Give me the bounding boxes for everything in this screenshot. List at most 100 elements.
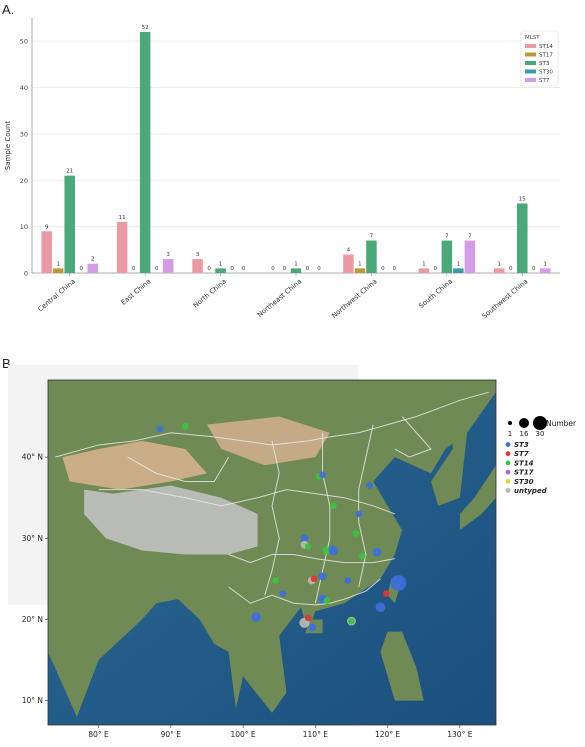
- bar-value-label: 0: [155, 266, 159, 272]
- size-legend-value: 1: [508, 430, 512, 438]
- y-tick-label: 0: [24, 270, 28, 278]
- border-line: [394, 416, 432, 458]
- bar-value-label: 1: [422, 261, 426, 267]
- map-point-st3: [279, 590, 287, 597]
- map-point-st14: [348, 617, 355, 625]
- map-point-st14: [359, 552, 366, 560]
- bar-value-label: 0: [393, 266, 397, 272]
- map-point-st14: [352, 530, 360, 537]
- bar-st7: [464, 240, 476, 273]
- x-tick-label: 100° E: [230, 730, 255, 739]
- size-legend-value: 16: [520, 430, 529, 438]
- bar-value-label: 9: [45, 224, 49, 230]
- type-legend-dot: [505, 469, 511, 475]
- map-frame: [47, 379, 497, 726]
- type-legend-label: ST7: [514, 450, 529, 458]
- type-legend-label: ST30: [514, 478, 534, 486]
- map-point-st14: [304, 543, 312, 550]
- bar-value-label: 1: [544, 261, 548, 267]
- map-point-st3: [390, 575, 407, 591]
- size-legend-title: Number: [546, 419, 577, 428]
- legend-label: ST30: [539, 70, 553, 76]
- map-point-st3: [355, 510, 363, 518]
- border-line: [228, 554, 395, 564]
- map-point-st14: [330, 502, 337, 510]
- x-tick-label: 90° E: [161, 730, 182, 739]
- bar-value-label: 0: [271, 266, 275, 272]
- y-tick-label: 40: [20, 84, 28, 92]
- map-point-st7: [382, 590, 390, 597]
- map-chart: 80° E 90° E 100° E 110° E 120° E 130° E 10° N 2…: [8, 365, 577, 739]
- bar-st14: [494, 268, 505, 273]
- size-legend-circle: [508, 421, 512, 425]
- bar-st17: [354, 268, 366, 273]
- bar-value-label: 0: [532, 266, 536, 272]
- map-point-st7: [304, 614, 312, 622]
- border-line: [55, 391, 489, 458]
- border-line: [264, 440, 280, 596]
- type-legend-dot: [505, 451, 511, 457]
- map-desert: [206, 416, 330, 466]
- bar-st3: [64, 175, 75, 273]
- bar-value-label: 11: [119, 215, 126, 221]
- bar-st14: [418, 268, 430, 273]
- plot-area: [32, 18, 560, 273]
- map-point-st14: [323, 597, 331, 605]
- bar-value-label: 1: [294, 261, 298, 267]
- bar-st30: [453, 268, 464, 273]
- bar-st14: [41, 231, 52, 273]
- legend-label: ST3: [539, 61, 550, 67]
- map-point-st3: [318, 572, 327, 581]
- bar-value-label: 0: [283, 266, 287, 272]
- bar-value-label: 7: [468, 234, 472, 240]
- bar-st3: [366, 240, 377, 273]
- bar-value-label: 1: [219, 261, 223, 267]
- map-point-st14: [322, 546, 331, 555]
- bar-st3: [441, 240, 453, 273]
- bar-value-label: 0: [242, 266, 246, 272]
- bar-value-label: 0: [230, 266, 234, 272]
- y-tick-label: 10: [20, 223, 28, 231]
- map-point-st3: [344, 577, 352, 584]
- type-legend-dot: [505, 460, 511, 466]
- bar-st3: [517, 203, 528, 273]
- bar-value-label: 3: [166, 252, 170, 258]
- bar-value-label: 3: [196, 252, 200, 258]
- bar-st3: [215, 268, 226, 273]
- map-land-korea: [430, 432, 468, 506]
- legend-label: ST17: [539, 53, 553, 59]
- bar-value-label: 4: [347, 247, 351, 253]
- bar-st17: [52, 268, 64, 273]
- map-point-st3: [375, 602, 386, 613]
- y-axis-label: Sample Count: [4, 121, 12, 171]
- legend-label: ST14: [539, 44, 553, 50]
- bar-value-label: 0: [306, 266, 310, 272]
- x-tick-label: Northwest China: [330, 277, 378, 319]
- x-tick-label: Central China: [36, 277, 77, 313]
- x-tick-label: North China: [192, 277, 228, 309]
- map-point-st3: [328, 545, 339, 556]
- map-point-st3: [319, 471, 326, 479]
- bar-st14: [343, 254, 354, 273]
- bar-value-label: 0: [381, 266, 385, 272]
- bar-value-label: 1: [358, 261, 362, 267]
- bar-st7: [540, 268, 551, 273]
- type-legend-label: ST17: [514, 469, 534, 477]
- legend-swatch: [525, 61, 536, 65]
- map-point-st14: [272, 577, 279, 584]
- bar-value-label: 0: [207, 266, 211, 272]
- bar-value-label: 0: [132, 266, 136, 272]
- x-tick-label: East China: [120, 277, 153, 306]
- map-point-st3: [156, 425, 164, 433]
- y-tick-label: 10° N: [22, 696, 43, 705]
- legend-label: ST7: [539, 78, 550, 84]
- border-line: [358, 424, 374, 588]
- y-tick-label: 50: [20, 38, 28, 46]
- map-point-st14: [181, 422, 189, 430]
- map-land-philippines: [380, 631, 424, 701]
- bar-st14: [192, 259, 203, 273]
- map-point-st3: [251, 612, 261, 622]
- y-tick-label: 30: [20, 130, 28, 138]
- bar-value-label: 2: [91, 257, 95, 263]
- x-tick-label: 80° E: [88, 730, 109, 739]
